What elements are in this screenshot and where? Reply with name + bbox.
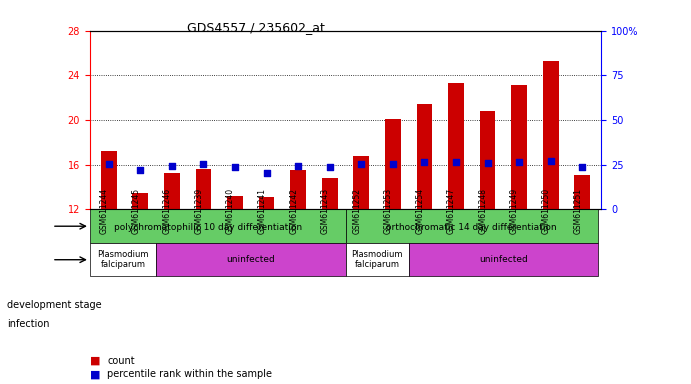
Bar xyxy=(511,86,527,209)
Point xyxy=(419,159,430,165)
Text: GSM611248: GSM611248 xyxy=(479,188,488,234)
Text: orthochromatic 14 day differentiation: orthochromatic 14 day differentiation xyxy=(386,223,557,232)
Point xyxy=(103,161,114,167)
FancyBboxPatch shape xyxy=(346,243,408,276)
Text: GSM611246: GSM611246 xyxy=(163,188,172,234)
Bar xyxy=(164,172,180,209)
Text: infection: infection xyxy=(7,319,50,329)
Text: GSM611241: GSM611241 xyxy=(258,188,267,234)
FancyBboxPatch shape xyxy=(346,209,598,243)
Bar xyxy=(574,175,590,209)
Text: GSM611245: GSM611245 xyxy=(131,188,140,234)
Text: polychromatophilic 10 day differentiation: polychromatophilic 10 day differentiatio… xyxy=(114,223,302,232)
Text: GDS4557 / 235602_at: GDS4557 / 235602_at xyxy=(187,21,325,34)
FancyBboxPatch shape xyxy=(90,243,156,276)
Text: ■: ■ xyxy=(90,369,100,379)
Text: GSM611239: GSM611239 xyxy=(194,188,203,234)
Bar xyxy=(448,83,464,209)
Text: GSM611249: GSM611249 xyxy=(510,188,519,234)
Text: GSM611252: GSM611252 xyxy=(352,188,361,234)
FancyBboxPatch shape xyxy=(156,243,346,276)
Bar xyxy=(322,178,338,209)
FancyBboxPatch shape xyxy=(408,243,598,276)
Bar xyxy=(227,196,243,209)
Text: Plasmodium
falciparum: Plasmodium falciparum xyxy=(97,250,149,270)
Bar xyxy=(480,111,495,209)
Text: GSM611244: GSM611244 xyxy=(100,188,108,234)
Point xyxy=(292,162,303,169)
Text: GSM611253: GSM611253 xyxy=(384,188,393,234)
Bar xyxy=(290,170,306,209)
Bar xyxy=(417,104,433,209)
FancyBboxPatch shape xyxy=(90,209,346,243)
Text: GSM611250: GSM611250 xyxy=(542,188,551,234)
Point xyxy=(324,164,335,170)
Point xyxy=(261,170,272,176)
Text: uninfected: uninfected xyxy=(227,255,275,264)
Text: GSM611247: GSM611247 xyxy=(447,188,456,234)
Text: GSM611254: GSM611254 xyxy=(415,188,424,234)
Bar xyxy=(258,197,274,209)
Bar xyxy=(133,193,149,209)
Bar xyxy=(101,151,117,209)
Point xyxy=(167,162,178,169)
Point xyxy=(577,164,588,170)
Text: Plasmodium
falciparum: Plasmodium falciparum xyxy=(351,250,403,270)
Text: GSM611251: GSM611251 xyxy=(574,188,583,234)
Bar xyxy=(542,61,558,209)
Point xyxy=(388,161,399,167)
Point xyxy=(198,161,209,167)
Point xyxy=(482,160,493,166)
Text: ■: ■ xyxy=(90,356,100,366)
Point xyxy=(229,164,240,170)
Text: uninfected: uninfected xyxy=(479,255,528,264)
Point xyxy=(545,158,556,164)
Text: count: count xyxy=(107,356,135,366)
Text: development stage: development stage xyxy=(7,300,102,310)
Bar xyxy=(196,169,211,209)
Text: GSM611240: GSM611240 xyxy=(226,188,235,234)
Text: percentile rank within the sample: percentile rank within the sample xyxy=(107,369,272,379)
Text: GSM611242: GSM611242 xyxy=(289,188,298,234)
Point xyxy=(356,161,367,167)
Text: GSM611243: GSM611243 xyxy=(321,188,330,234)
Point xyxy=(135,167,146,173)
Bar xyxy=(353,156,369,209)
Bar xyxy=(385,119,401,209)
Point xyxy=(451,159,462,165)
Point xyxy=(513,159,524,165)
